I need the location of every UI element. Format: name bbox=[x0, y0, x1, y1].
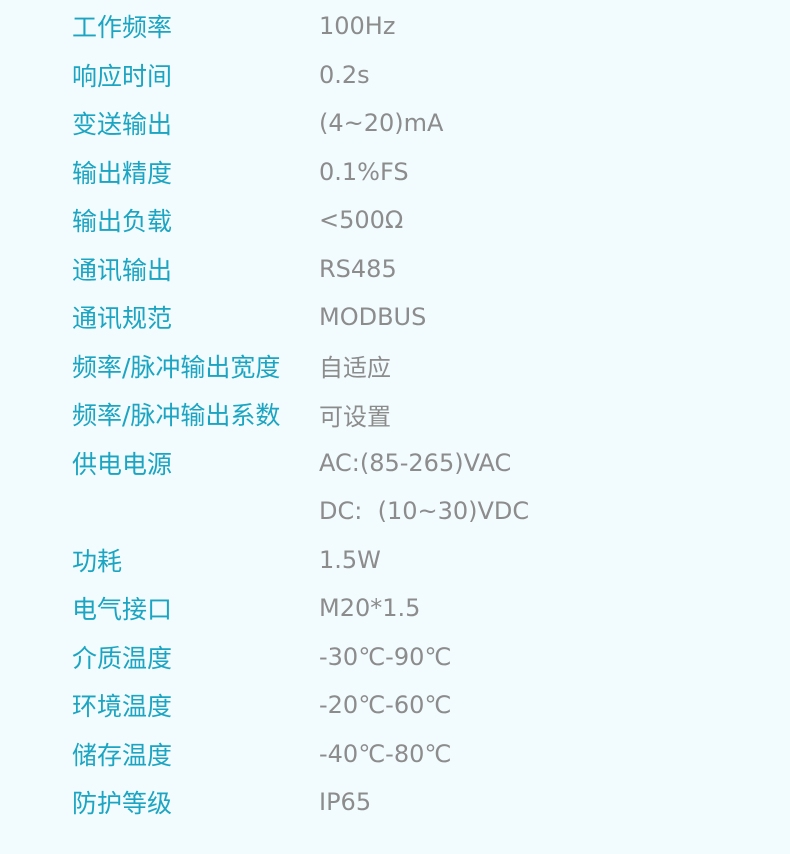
spec-row: 供电电源 AC:(85-265)VAC bbox=[72, 439, 529, 488]
spec-row: 通讯规范 MODBUS bbox=[72, 293, 529, 342]
spec-row: 输出负载 <500Ω bbox=[72, 196, 529, 245]
spec-value: -40℃-80℃ bbox=[319, 739, 452, 768]
spec-value: AC:(85-265)VAC bbox=[319, 448, 512, 477]
spec-label: 通讯输出 bbox=[72, 255, 173, 285]
spec-row: 输出精度 0.1%FS bbox=[72, 148, 529, 197]
spec-value: -20℃-60℃ bbox=[319, 691, 452, 720]
spec-row: 频率/脉冲输出系数 可设置 bbox=[72, 390, 529, 439]
spec-label: 频率/脉冲输出系数 bbox=[72, 401, 281, 431]
spec-value: <500Ω bbox=[319, 206, 404, 235]
spec-row: 频率/脉冲输出宽度 自适应 bbox=[72, 342, 529, 391]
spec-row: 功耗 1.5W bbox=[72, 536, 529, 585]
spec-value: 可设置 bbox=[319, 402, 391, 431]
spec-label: 防护等级 bbox=[72, 789, 173, 819]
spec-label: 频率/脉冲输出宽度 bbox=[72, 352, 281, 382]
spec-row: 响应时间 0.2s bbox=[72, 51, 529, 100]
spec-value: 1.5W bbox=[319, 545, 381, 574]
spec-label: 输出精度 bbox=[72, 158, 173, 188]
spec-row: 环境温度 -20℃-60℃ bbox=[72, 681, 529, 730]
spec-value: MODBUS bbox=[319, 303, 427, 332]
spec-label: 变送输出 bbox=[72, 110, 173, 140]
spec-label: 通讯规范 bbox=[72, 304, 173, 334]
spec-label: 响应时间 bbox=[72, 61, 173, 91]
spec-label: 工作频率 bbox=[72, 13, 173, 43]
spec-label: 环境温度 bbox=[72, 692, 173, 722]
spec-label: 输出负载 bbox=[72, 207, 173, 237]
spec-row: 防护等级 IP65 bbox=[72, 778, 529, 827]
spec-label: 电气接口 bbox=[72, 595, 173, 625]
spec-row: 变送输出 (4~20)mA bbox=[72, 99, 529, 148]
spec-row: 电气接口 M20*1.5 bbox=[72, 584, 529, 633]
spec-value: (4~20)mA bbox=[319, 109, 444, 138]
spec-label: 储存温度 bbox=[72, 740, 173, 770]
spec-label: 功耗 bbox=[72, 546, 123, 576]
spec-value: M20*1.5 bbox=[319, 594, 421, 623]
spec-row: 储存温度 -40℃-80℃ bbox=[72, 730, 529, 779]
spec-value: 100Hz bbox=[319, 12, 396, 41]
spec-value: 自适应 bbox=[319, 354, 391, 383]
spec-row: 通讯输出 RS485 bbox=[72, 245, 529, 294]
spec-value: DC: (10~30)VDC bbox=[319, 497, 530, 526]
spec-row: 工作频率 100Hz bbox=[72, 2, 529, 51]
spec-value: 0.1%FS bbox=[319, 157, 409, 186]
spec-label: 介质温度 bbox=[72, 643, 173, 673]
spec-value: RS485 bbox=[319, 254, 397, 283]
spec-value: 0.2s bbox=[319, 60, 370, 89]
spec-row: DC: (10~30)VDC bbox=[72, 487, 529, 536]
spec-value: IP65 bbox=[319, 788, 372, 817]
spec-table: 工作频率 100Hz 响应时间 0.2s 变送输出 (4~20)mA 输出精度 0.1%FS 输… bbox=[72, 2, 529, 827]
spec-label: 供电电源 bbox=[72, 449, 173, 479]
spec-row: 介质温度 -30℃-90℃ bbox=[72, 633, 529, 682]
spec-value: -30℃-90℃ bbox=[319, 642, 452, 671]
